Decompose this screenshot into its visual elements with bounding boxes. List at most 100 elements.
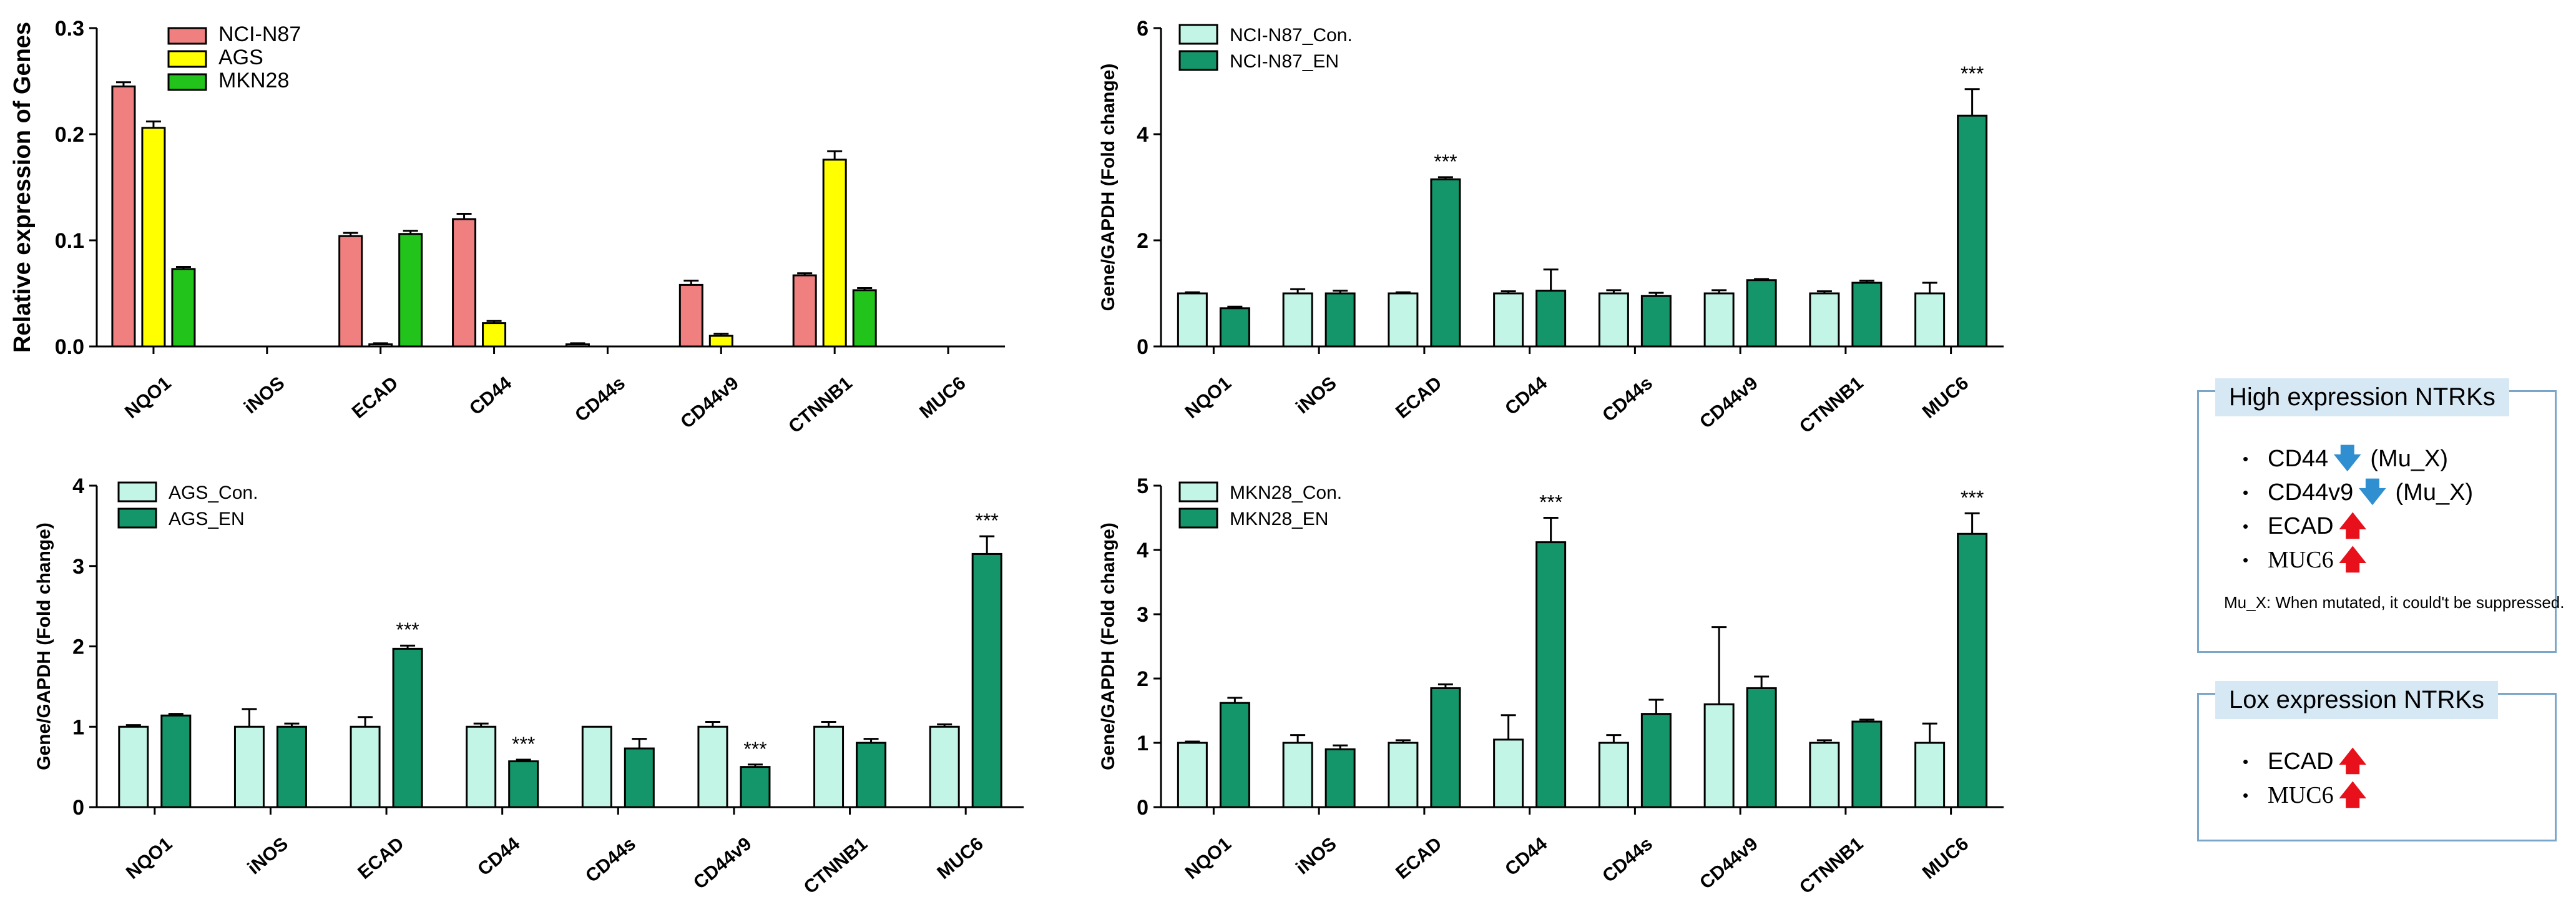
chart-panel-3: 0 1 2 3 4 Gene/GAPDH (Fold change) NQO1 iNOS ECA… [34, 474, 1024, 898]
bar-mkn28-en [1851, 720, 1883, 808]
legend-swatch [117, 481, 157, 503]
y-tick-label: 2 [1137, 667, 1148, 691]
bar-ags-con- [813, 725, 845, 808]
y-tick-label: 3 [72, 555, 84, 579]
bullet: • [2243, 516, 2249, 536]
x-tick-label: CD44 [466, 373, 516, 419]
y-tick-label: 0 [1137, 796, 1148, 820]
x-tick-label: CTNNB1 [1796, 373, 1867, 437]
bar-ags-con- [466, 725, 497, 808]
y-tick-label: 0 [72, 796, 84, 820]
legend-label: NCI-N87_EN [1230, 51, 1339, 72]
bar-mkn28 [852, 289, 877, 348]
x-tick-label: CD44v9 [677, 373, 743, 433]
legend-swatch [117, 507, 157, 529]
bar-nci-n87 [452, 218, 477, 348]
bar-nci-n87-en [1219, 307, 1250, 348]
x-tick-label: ECAD [1392, 833, 1446, 883]
bar-nci-n87-en [1325, 292, 1356, 348]
bar-ags [708, 335, 733, 348]
bar-ags-en [624, 747, 655, 808]
y-tick-label: 0.0 [55, 335, 84, 359]
x-tick-label: MUC6 [1919, 833, 1972, 883]
legend-swatch [1178, 24, 1218, 45]
bar-nci-n87 [565, 343, 590, 348]
x-tick-label: iNOS [244, 833, 292, 878]
y-axis-label: Gene/GAPDH (Fold change) [1098, 64, 1119, 311]
legend-label: MKN28_Con. [1230, 483, 1342, 503]
x-tick-label: NQO1 [1182, 833, 1235, 883]
x-tick-label: CTNNB1 [800, 833, 871, 898]
x-tick-label: ECAD [354, 833, 408, 883]
bar-mkn28-en [1325, 748, 1356, 808]
low-expression-list: • ECAD 🡅 • MUC6 🡅 [2243, 745, 2367, 812]
list-item: • CD44 🡇 (Mu_X) [2243, 442, 2473, 476]
x-tick-label: CD44s [1599, 373, 1657, 426]
bar-ags [141, 127, 166, 348]
x-tick-label: CD44 [1501, 833, 1551, 880]
legend-label: MKN28_EN [1230, 509, 1328, 529]
bar-mkn28-en [1746, 687, 1777, 808]
gene-label: CD44 [2268, 445, 2329, 472]
bar-nci-n87-en [1746, 279, 1777, 348]
bar-nci-n87-con- [1703, 292, 1735, 348]
bar-mkn28-con- [1809, 742, 1840, 808]
bar-mkn28 [171, 268, 196, 348]
x-tick-label: CD44s [1599, 833, 1657, 886]
bar-nci-n87-con- [1282, 292, 1313, 348]
arrow-up-icon: 🡅 [2338, 511, 2367, 541]
bar-nci-n87-con- [1493, 292, 1524, 348]
x-tick-label: CD44v9 [1696, 373, 1762, 433]
bar-nci-n87 [111, 86, 136, 348]
significance-label: *** [1539, 491, 1562, 514]
bar-mkn28 [398, 233, 423, 348]
y-tick-label: 0.2 [55, 123, 84, 147]
bar-mkn28-con- [1598, 742, 1629, 808]
gene-label: MUC6 [2268, 547, 2334, 573]
x-tick-label: CD44s [571, 373, 629, 426]
legend-label: AGS_Con. [169, 483, 258, 503]
x-tick-label: iNOS [240, 373, 288, 418]
x-tick-label: CTNNB1 [785, 373, 856, 437]
list-item: • ECAD 🡅 [2243, 509, 2473, 543]
list-item: • MUC6 🡅 [2243, 543, 2473, 577]
chart-panel-2: 0 2 4 6 Gene/GAPDH (Fold change) NQO1 iNOS ECAD… [1098, 17, 2004, 438]
high-expression-title: High expression NTRKs [2215, 378, 2509, 416]
bar-mkn28-con- [1493, 738, 1524, 808]
x-tick-label: CD44s [582, 833, 640, 886]
y-tick-label: 0 [1137, 335, 1148, 359]
significance-label: *** [396, 619, 419, 641]
gene-label: ECAD [2268, 512, 2334, 539]
significance-label: *** [1961, 486, 1984, 509]
low-expression-title: Lox expression NTRKs [2215, 681, 2499, 719]
mutation-note: (Mu_X) [2370, 445, 2448, 472]
bar-ags-con- [233, 725, 265, 808]
bullet: • [2243, 449, 2249, 468]
bar-mkn28-con- [1177, 742, 1208, 808]
arrow-down-icon: 🡇 [2333, 443, 2362, 474]
high-expression-list: • CD44 🡇 (Mu_X) • CD44v9 🡇 (Mu_X) • ECAD 🡅 • MUC6… [2243, 442, 2473, 577]
x-tick-label: CD44 [474, 833, 524, 880]
bullet: • [2243, 483, 2249, 502]
bar-ags-con- [929, 725, 960, 808]
bar-ags-con- [118, 725, 149, 808]
bar-ags-en [276, 725, 307, 808]
list-item: • CD44v9 🡇 (Mu_X) [2243, 476, 2473, 509]
bar-nci-n87-en [1430, 178, 1461, 348]
bar-nci-n87 [792, 274, 817, 348]
bar-mkn28-en [1430, 687, 1461, 808]
significance-label: *** [743, 738, 766, 760]
x-tick-label: CD44v9 [1696, 833, 1762, 893]
bar-nci-n87 [338, 235, 363, 348]
list-item: • ECAD 🡅 [2243, 745, 2367, 778]
bar-ags [368, 343, 393, 348]
bar-mkn28-con- [1388, 742, 1419, 808]
bar-ags-en [160, 714, 192, 808]
bar-ags-en [740, 766, 771, 808]
y-tick-label: 0.1 [55, 229, 84, 253]
y-axis-label: Gene/GAPDH (Fold change) [1098, 522, 1119, 770]
y-tick-label: 4 [1137, 539, 1148, 562]
bar-nci-n87-con- [1177, 292, 1208, 348]
bullet: • [2243, 785, 2249, 805]
significance-label: *** [976, 509, 999, 532]
